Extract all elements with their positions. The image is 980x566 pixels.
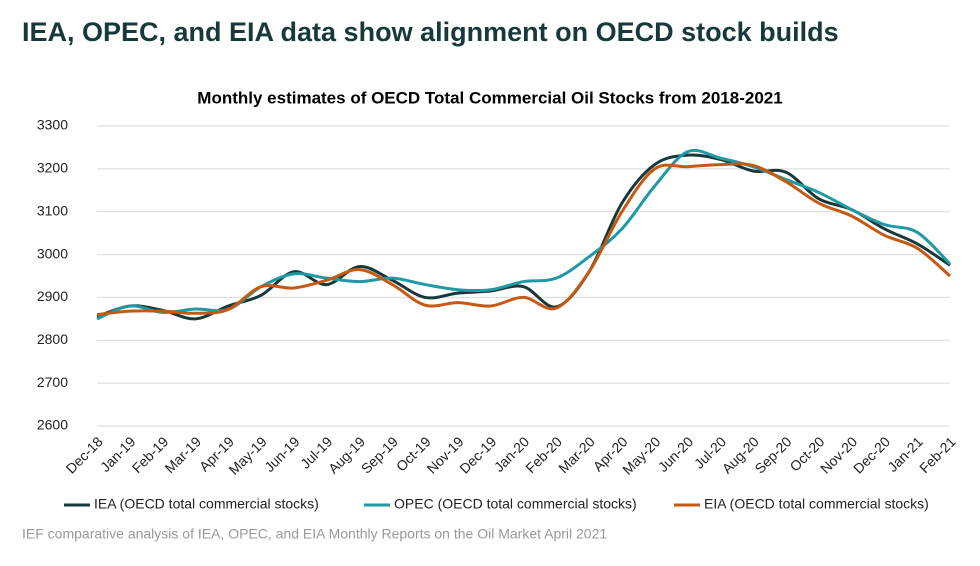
legend-label: OPEC (OECD total commercial stocks) xyxy=(394,496,637,512)
y-tick-label: 3000 xyxy=(37,245,68,261)
chart-title: Monthly estimates of OECD Total Commerci… xyxy=(197,88,782,107)
x-tick-label: Sep-20 xyxy=(751,433,794,476)
series-line xyxy=(96,148,952,321)
y-tick-label: 2900 xyxy=(37,288,68,304)
series-line xyxy=(96,162,951,317)
x-tick-label: Jun-19 xyxy=(261,433,303,475)
y-tick-label: 3200 xyxy=(37,160,68,176)
series-line xyxy=(96,153,951,321)
x-tick-label: Sep-19 xyxy=(358,433,401,476)
y-tick-label: 3100 xyxy=(37,202,68,218)
x-tick-label: Mar-20 xyxy=(555,433,598,476)
x-tick-label: Mar-19 xyxy=(161,433,204,476)
legend-label: EIA (OECD total commercial stocks) xyxy=(704,496,929,512)
x-tick-label: Feb-21 xyxy=(916,433,959,476)
y-tick-label: 3300 xyxy=(37,117,68,133)
x-tick-label: Dec-18 xyxy=(63,433,106,476)
y-tick-label: 2800 xyxy=(37,331,68,347)
source-note: IEF comparative analysis of IEA, OPEC, a… xyxy=(22,526,607,542)
x-tick-label: Jun-20 xyxy=(655,433,697,475)
page-title: IEA, OPEC, and EIA data show alignment o… xyxy=(22,17,839,47)
x-tick-label: Dec-20 xyxy=(850,433,893,476)
y-tick-label: 2700 xyxy=(37,374,68,390)
legend-label: IEA (OECD total commercial stocks) xyxy=(94,496,319,512)
y-tick-label: 2600 xyxy=(37,417,68,433)
x-tick-label: Dec-19 xyxy=(456,433,499,476)
